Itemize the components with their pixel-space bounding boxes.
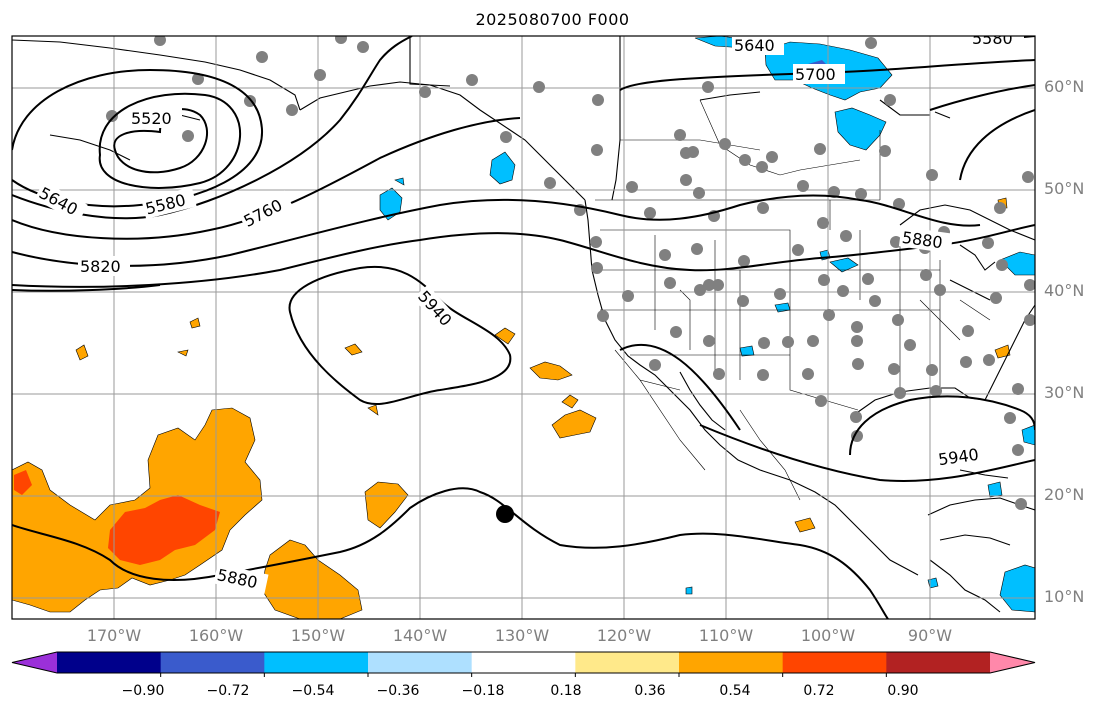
storm-center-marker (496, 505, 514, 523)
colorbar-outline (11, 651, 1036, 674)
colorbar-segment (368, 652, 473, 673)
colorbar-tick-label: −0.36 (376, 683, 420, 699)
positive-anomaly-region (12, 197, 1011, 619)
colorbar-segment (264, 652, 369, 673)
longitude-label: 90°W (907, 626, 953, 645)
colorbar-segment (575, 652, 680, 673)
colorbar-segment (886, 652, 991, 673)
colorbar-tick-label: 0.90 (887, 683, 919, 699)
longitude-label: 120°W (596, 626, 652, 645)
colorbar-segment (782, 652, 887, 673)
longitude-label: 110°W (698, 626, 754, 645)
longitude-label: 160°W (188, 626, 244, 645)
longitude-label: 150°W (290, 626, 346, 645)
colorbar-tick-label: 0.72 (803, 683, 835, 699)
colorbar-tick-label: −0.90 (121, 683, 165, 699)
latitude-label: 20°N (1044, 485, 1085, 504)
colorbar-segment (57, 652, 162, 673)
colorbar-tick-label: −0.54 (291, 683, 335, 699)
height-contours (12, 36, 1035, 619)
longitude-label: 170°W (86, 626, 142, 645)
colorbar-extend-high (990, 652, 1035, 673)
coastlines (12, 36, 1035, 613)
contour-label: 5640 (734, 36, 775, 55)
contour-label: 5520 (131, 109, 172, 128)
colorbar-segment (160, 652, 265, 673)
contour-label: 5760 (241, 195, 286, 230)
station-markers (106, 36, 1035, 510)
longitude-label: 130°W (494, 626, 550, 645)
map-frame (11, 35, 1036, 620)
colorbar (11, 651, 1036, 677)
negative-anomaly-region (379, 36, 1035, 613)
colorbar-tick-label: −0.72 (206, 683, 250, 699)
state-borders (595, 99, 991, 501)
contour-label: 5700 (795, 65, 836, 84)
colorbar-tick-label: 0.18 (550, 683, 582, 699)
contour-label: 5580 (972, 29, 1013, 48)
longitude-label: 140°W (392, 626, 448, 645)
longitude-label: 100°W (800, 626, 856, 645)
contour-label: 5820 (80, 257, 121, 276)
colorbar-tick-label: 0.36 (634, 683, 666, 699)
graticule (12, 36, 1035, 619)
colorbar-segment (471, 652, 576, 673)
map-title: 2025080700 F000 (475, 10, 630, 29)
latitude-label: 40°N (1044, 281, 1085, 300)
colorbar-tick-label: −0.18 (461, 683, 505, 699)
colorbar-segment (679, 652, 784, 673)
latitude-label: 30°N (1044, 383, 1085, 402)
latitude-label: 10°N (1044, 587, 1085, 606)
colorbar-extend-low (12, 652, 57, 673)
latitude-label: 50°N (1044, 179, 1085, 198)
contour-label: 5640 (36, 183, 81, 219)
contour-label: 5940 (937, 445, 980, 469)
latitude-label: 60°N (1044, 77, 1085, 96)
colorbar-tick-label: 0.54 (719, 683, 751, 699)
